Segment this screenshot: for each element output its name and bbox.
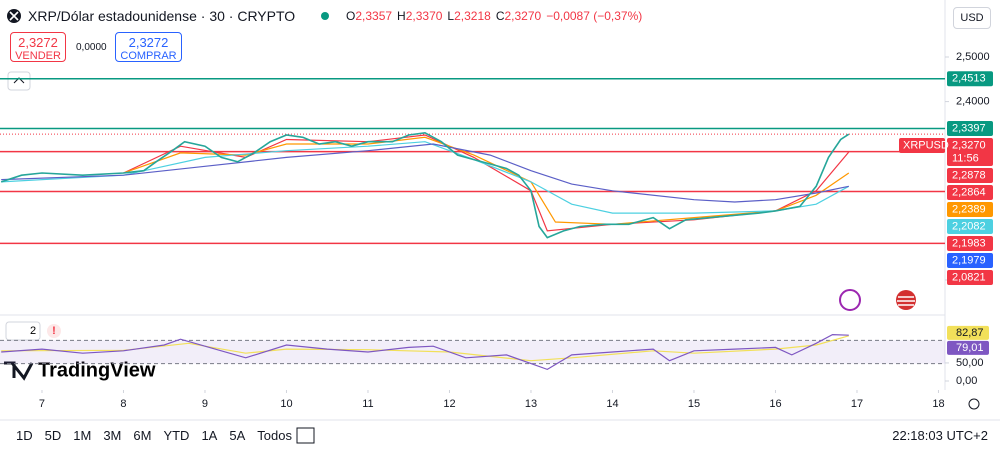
x-tick-label: 10 bbox=[280, 398, 292, 410]
price-label: 2,0821 bbox=[952, 271, 986, 283]
settings-icon[interactable] bbox=[968, 398, 980, 410]
sell-label: VENDER bbox=[15, 50, 61, 62]
price-label-bg bbox=[947, 184, 993, 200]
moving-average bbox=[123, 134, 850, 232]
symbol-icon-x bbox=[9, 11, 19, 21]
flag-icon[interactable] bbox=[896, 290, 916, 310]
price-label-bg bbox=[947, 137, 993, 166]
buy-price: 2,3272 bbox=[128, 35, 169, 50]
ohlc-key: L bbox=[447, 9, 455, 23]
symbol-title: XRP/Dólar estadounidense · 30 · CRYPTO bbox=[28, 8, 296, 24]
flag-stripes bbox=[897, 296, 915, 306]
ohlc-key: H bbox=[397, 9, 406, 23]
price-label-bg bbox=[947, 120, 993, 136]
price-label-bg bbox=[947, 218, 993, 234]
price-timer: 11:56 bbox=[952, 152, 979, 164]
range-button[interactable]: 1A bbox=[201, 428, 218, 443]
range-button[interactable]: 3M bbox=[103, 428, 122, 443]
buy-label: COMPRAR bbox=[120, 50, 177, 62]
event-icon[interactable] bbox=[839, 289, 861, 311]
price-line bbox=[0, 131, 850, 239]
rsi-band bbox=[0, 340, 945, 364]
indicator-count: 2 bbox=[30, 325, 36, 337]
price-label: 2,2389 bbox=[952, 203, 986, 215]
ohlc-key: O bbox=[346, 9, 356, 23]
range-button[interactable]: YTD bbox=[163, 428, 190, 443]
ohlc-change: −0,0087 (−0,37%) bbox=[546, 9, 643, 23]
price-label-bg bbox=[947, 201, 993, 217]
x-tick-label: 17 bbox=[851, 398, 863, 410]
range-button[interactable]: 5A bbox=[229, 428, 246, 443]
price-label: 2,3270 bbox=[952, 139, 986, 151]
price-label-bg bbox=[947, 235, 993, 251]
price-label-bg bbox=[947, 269, 993, 285]
rsi-label: 82,87 bbox=[956, 327, 984, 339]
rsi-line bbox=[1, 333, 849, 371]
range-button[interactable]: 1M bbox=[73, 428, 92, 443]
price-label: 2,1979 bbox=[952, 254, 986, 266]
rsi-label: 50,00 bbox=[956, 357, 984, 369]
calendar-icon[interactable] bbox=[296, 427, 315, 444]
rsi-label: 0,00 bbox=[956, 375, 977, 387]
rsi-label-bg bbox=[947, 340, 989, 355]
moving-average bbox=[1, 143, 849, 203]
y-tick-label: 2,5000 bbox=[956, 51, 990, 63]
x-tick-label: 7 bbox=[39, 398, 45, 410]
x-tick-label: 9 bbox=[202, 398, 208, 410]
range-button[interactable]: 1D bbox=[16, 428, 33, 443]
x-tick-label: 8 bbox=[120, 398, 126, 410]
x-tick-label: 14 bbox=[606, 398, 618, 410]
price-label-bg bbox=[947, 167, 993, 183]
rsi-label-bg bbox=[947, 325, 989, 340]
ohlc-value: 2,3270 bbox=[504, 9, 542, 23]
price-label: 2,4513 bbox=[952, 73, 986, 85]
sell-button[interactable]: 2,3272 VENDER bbox=[10, 32, 66, 62]
x-tick-label: 15 bbox=[688, 398, 700, 410]
moving-average bbox=[123, 136, 850, 225]
ohlc-value: 2,3218 bbox=[454, 9, 491, 23]
logo-mark bbox=[4, 361, 34, 381]
warning-icon[interactable] bbox=[47, 324, 61, 338]
ohlc: O2,3357 H2,3370 L2,3218 C2,3270 −0,0087 (−0,… bbox=[346, 9, 647, 23]
ohlc-key: C bbox=[495, 9, 505, 23]
x-tick-label: 13 bbox=[525, 398, 537, 410]
rsi-label: 79,01 bbox=[956, 342, 984, 354]
clock: 22:18:03 UTC+2 bbox=[892, 428, 988, 443]
price-label: 2,2864 bbox=[952, 186, 986, 198]
x-tick-label: 12 bbox=[443, 398, 455, 410]
symbol-tag: XRPUSD bbox=[903, 139, 949, 151]
spread: 0,0000 bbox=[76, 42, 107, 53]
market-status bbox=[321, 12, 329, 20]
price-label-bg bbox=[947, 252, 993, 268]
y-tick-label: 2,4000 bbox=[956, 96, 990, 108]
price-label: 2,3397 bbox=[952, 122, 986, 134]
price-label-bg bbox=[947, 71, 993, 87]
range-button[interactable]: Todos bbox=[257, 428, 292, 443]
collapse-button[interactable] bbox=[7, 71, 31, 91]
range-button[interactable]: 6M bbox=[133, 428, 152, 443]
x-tick-label: 16 bbox=[769, 398, 781, 410]
x-tick-label: 11 bbox=[362, 398, 373, 410]
ohlc-value: 2,3357 bbox=[355, 9, 393, 23]
moving-average bbox=[1, 141, 850, 214]
sell-price: 2,3272 bbox=[18, 35, 58, 50]
currency-button[interactable]: USD bbox=[953, 7, 991, 29]
logo-text: TradingView bbox=[38, 359, 156, 381]
ohlc-value: 2,3370 bbox=[405, 9, 443, 23]
symbol-tag-bg bbox=[899, 137, 945, 153]
price-label: 2,1983 bbox=[952, 237, 986, 249]
price-label: 2,2878 bbox=[952, 169, 986, 181]
warning-mark: ! bbox=[52, 325, 56, 337]
range-bar: 1D 5D 1M 3M 6M YTD 1A 5A Todos bbox=[16, 428, 292, 443]
range-button[interactable]: 5D bbox=[44, 428, 62, 443]
buy-button[interactable]: 2,3272 COMPRAR bbox=[115, 32, 182, 62]
price-label: 2,2082 bbox=[952, 220, 986, 232]
x-tick-label: 18 bbox=[932, 398, 944, 410]
